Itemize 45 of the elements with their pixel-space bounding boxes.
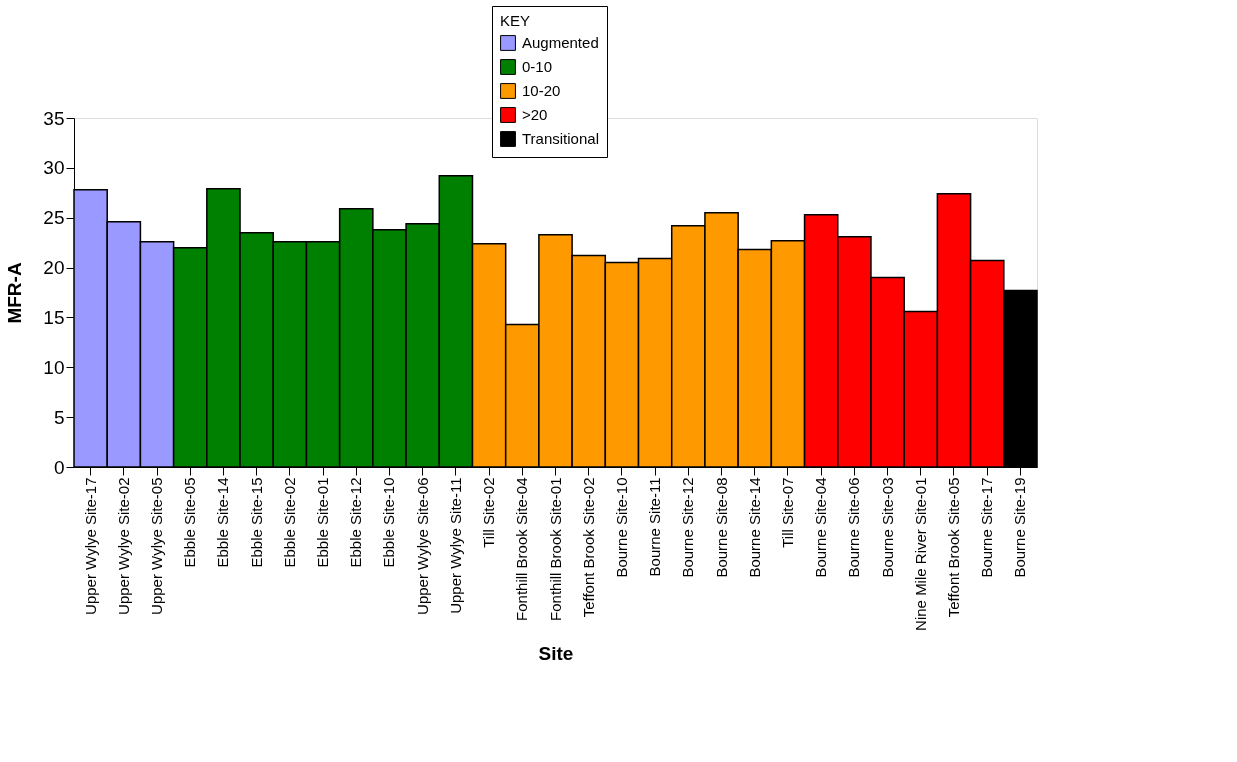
x-tick-label: Ebble Site-01 — [314, 477, 332, 568]
legend-label: 10-20 — [522, 82, 561, 99]
y-axis-title: MFR-A — [4, 262, 26, 324]
x-tick-label: Bourne Site-12 — [679, 477, 697, 578]
x-tick-label: Bourne Site-06 — [845, 477, 863, 578]
legend-label: Transitional — [522, 130, 599, 147]
x-tick-label: Ebble Site-14 — [214, 477, 232, 568]
x-tick-label: Ebble Site-05 — [181, 477, 199, 568]
x-tick-label: Upper Wylye Site-17 — [81, 477, 99, 615]
x-tick-label: Till Site-02 — [480, 477, 498, 548]
x-tick-label: Ebble Site-12 — [347, 477, 365, 568]
x-tick-label: Bourne Site-10 — [612, 477, 630, 578]
x-tick-label: Bourne Site-17 — [978, 477, 996, 578]
y-tick-label: 15 — [43, 306, 65, 328]
legend-label: 0-10 — [522, 58, 553, 75]
x-tick-label: Bourne Site-04 — [812, 477, 830, 578]
x-tick-label: Upper Wylye Site-02 — [114, 477, 132, 615]
x-tick-label: Ebble Site-02 — [280, 477, 298, 568]
x-tick-label: Teffont Brook Site-05 — [944, 477, 962, 618]
x-tick-label: Fonthill Brook Site-04 — [513, 477, 531, 621]
x-tick-label: Upper Wylye Site-06 — [413, 477, 431, 615]
x-tick-label: Bourne Site-11 — [646, 477, 664, 577]
y-tick-label: 20 — [43, 257, 65, 279]
x-tick-label: Upper Wylye Site-11 — [446, 477, 464, 614]
x-tick-label: Ebble Site-15 — [247, 477, 265, 568]
legend-label: Augmented — [522, 34, 599, 51]
y-tick-label: 5 — [53, 406, 65, 428]
x-tick-label: Bourne Site-19 — [1011, 477, 1029, 578]
y-tick-label: 35 — [43, 107, 65, 129]
y-tick-label: 25 — [43, 207, 65, 229]
x-tick-label: Bourne Site-03 — [878, 477, 896, 578]
y-tick-label: 30 — [43, 157, 65, 179]
x-tick-label: Bourne Site-08 — [712, 477, 730, 578]
y-tick-label: 10 — [43, 356, 65, 378]
x-tick-label: Ebble Site-10 — [380, 477, 398, 568]
x-tick-label: Fonthill Brook Site-01 — [546, 477, 564, 621]
x-tick-label: Till Site-07 — [778, 477, 796, 548]
x-axis-title: Site — [538, 642, 574, 664]
legend-title: KEY — [500, 12, 531, 29]
legend-label: >20 — [522, 106, 548, 123]
x-tick-label: Bourne Site-14 — [745, 477, 763, 578]
x-tick-label: Upper Wylye Site-05 — [148, 477, 166, 615]
x-tick-label: Nine Mile River Site-01 — [911, 477, 929, 631]
x-tick-label: Teffont Brook Site-02 — [579, 477, 597, 618]
y-tick-label: 0 — [53, 456, 65, 478]
